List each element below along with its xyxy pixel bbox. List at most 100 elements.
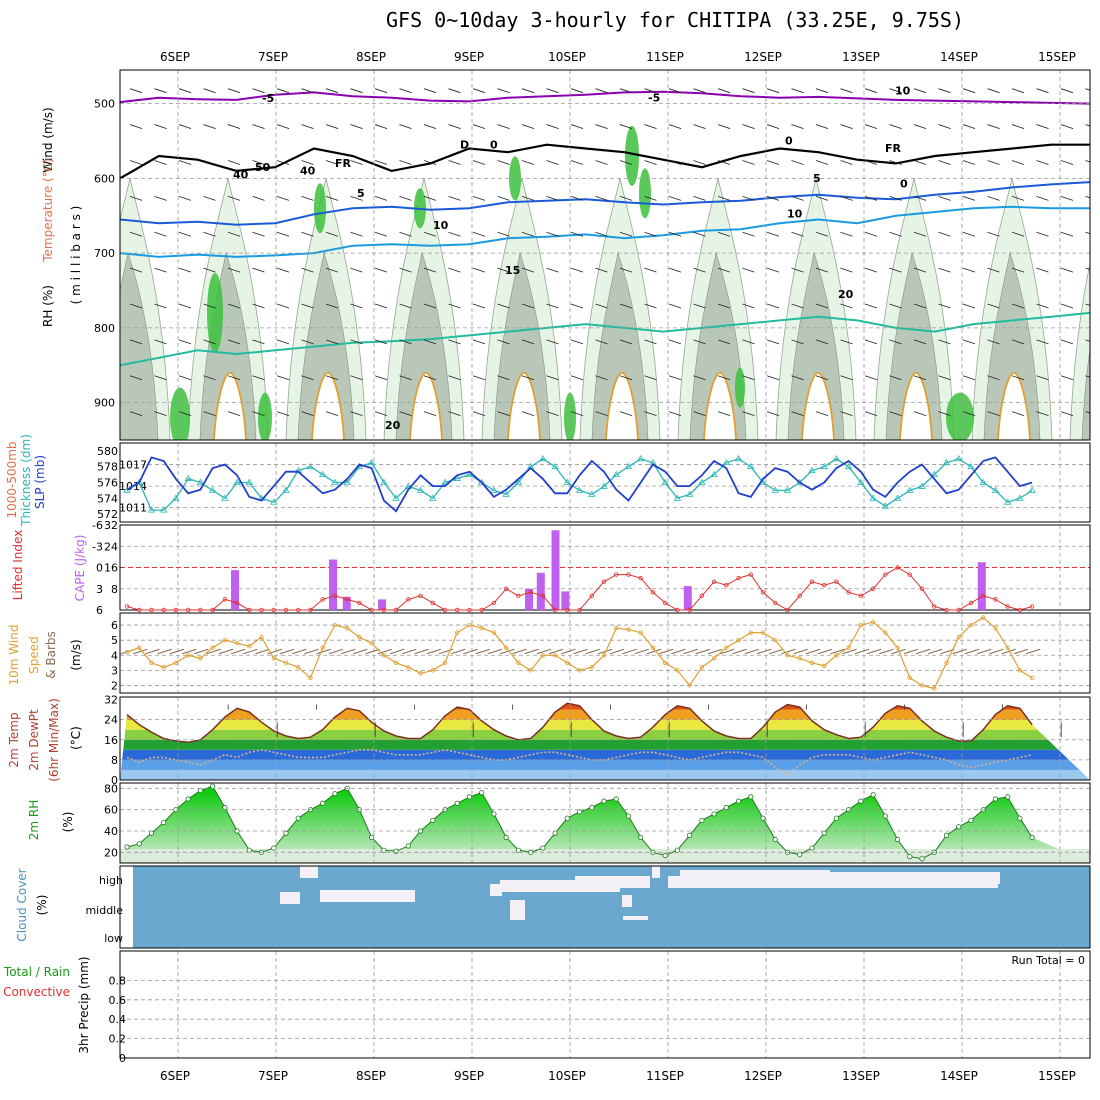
wind-point: [1017, 668, 1023, 673]
li-point: [357, 600, 362, 606]
wind-barb: [644, 303, 657, 309]
wind-barb: [791, 124, 804, 129]
surface-barb: [194, 648, 209, 655]
surface-barb: [854, 648, 870, 655]
wind-barb: [448, 124, 461, 129]
wind-barb: [913, 195, 927, 201]
wind-barb: [913, 160, 927, 165]
rh-point: [148, 830, 155, 836]
wind-point: [577, 668, 582, 673]
wind-barb: [252, 88, 265, 94]
warm-contour: [997, 371, 1031, 440]
warm-contour: [311, 371, 345, 440]
lifted-index-line: [126, 566, 1033, 611]
upper-fill: [120, 88, 1100, 440]
temp-tick-32: 32: [104, 694, 118, 707]
wind-barb: [987, 339, 1000, 345]
thickness-point: [624, 462, 633, 470]
wind-barb: [1011, 267, 1025, 273]
wind-barb: [668, 88, 682, 94]
wind-barb: [668, 411, 682, 416]
wind-barb: [742, 375, 755, 381]
contour-label-15: 15: [505, 264, 520, 277]
wind-barb: [1060, 411, 1074, 416]
warm-contour: [703, 371, 737, 440]
wind-point: [210, 645, 215, 650]
thickness-point: [967, 462, 975, 470]
wind-point: [662, 660, 668, 666]
surface-barb: [243, 648, 258, 655]
surface-barb: [866, 648, 882, 655]
wind-barb: [448, 160, 461, 165]
page-title: GFS 0~10day 3-hourly for CHITIPA (33.25E…: [386, 8, 964, 32]
cape-bar: [525, 588, 534, 610]
thickness-point: [771, 486, 779, 493]
wind-barb: [227, 231, 241, 237]
contour-label-0: 0: [785, 135, 793, 148]
date-top-10SEP: 10SEP: [548, 50, 586, 64]
wind-barb: [938, 231, 951, 237]
wind-barb: [374, 88, 388, 94]
rh-point: [992, 796, 999, 802]
rh-point: [638, 834, 644, 841]
thickness-point: [698, 478, 706, 485]
wind-barb: [227, 124, 241, 129]
wind-barb: [497, 160, 510, 165]
thickness-point: [710, 470, 718, 477]
wind-barb: [252, 303, 265, 309]
wind-barb: [570, 375, 584, 381]
wind-barb: [154, 411, 167, 416]
rh-tick-20: 20: [104, 846, 118, 859]
wind-barb: [1036, 160, 1049, 165]
isotherm-5: [120, 181, 1090, 226]
warm-contour: [1096, 373, 1100, 440]
warm-contour: [409, 371, 443, 440]
li-tick--3: -3: [92, 540, 103, 553]
date-bottom-7SEP: 7SEP: [258, 1069, 288, 1083]
li-tick-6: 6: [96, 604, 103, 617]
wind-barb: [399, 303, 412, 309]
thickness-point: [906, 486, 914, 493]
pressure-tick-500: 500: [94, 98, 115, 111]
rh-point: [210, 783, 216, 789]
wind-point: [1029, 675, 1035, 681]
wind-point: [650, 645, 656, 650]
li-point: [821, 583, 827, 588]
label-3hr-precip: 3hr Precip (mm): [77, 956, 91, 1053]
cloud-block: [652, 866, 660, 878]
wind-barb: [840, 124, 853, 129]
wind-barb: [203, 303, 216, 309]
contour-label-5: 5: [813, 172, 821, 185]
rh-point: [540, 845, 546, 851]
wind-barb: [301, 303, 314, 309]
wind-barb: [742, 303, 755, 309]
contour-label-FR: FR: [335, 157, 352, 170]
wind-barb: [791, 88, 804, 94]
wind-point: [198, 656, 203, 661]
surface-barb: [818, 648, 833, 655]
wind-barb: [423, 303, 437, 309]
wind-point: [601, 653, 607, 658]
wind-barb: [815, 124, 829, 129]
wind-barb: [864, 303, 878, 309]
wind-barb: [448, 88, 461, 94]
wind-barb: [448, 339, 461, 345]
wind-barb: [962, 267, 976, 273]
wind-point: [968, 622, 974, 628]
wind-barb: [693, 160, 706, 165]
wind-barb: [472, 303, 486, 309]
wind-barb: [962, 88, 976, 94]
thickness-point: [245, 478, 254, 485]
wind-barb: [791, 267, 804, 273]
thickness-point: [502, 490, 510, 497]
wind-barb: [521, 195, 535, 201]
wind-barb: [619, 339, 633, 345]
surface-barb: [389, 648, 405, 655]
wind-barb: [129, 267, 143, 273]
li-point: [320, 597, 325, 602]
wind-barb: [1085, 195, 1090, 199]
wind-barb: [570, 195, 584, 201]
surface-barb: [842, 648, 857, 655]
wind-barb: [644, 195, 657, 201]
wind-barb: [791, 303, 804, 309]
